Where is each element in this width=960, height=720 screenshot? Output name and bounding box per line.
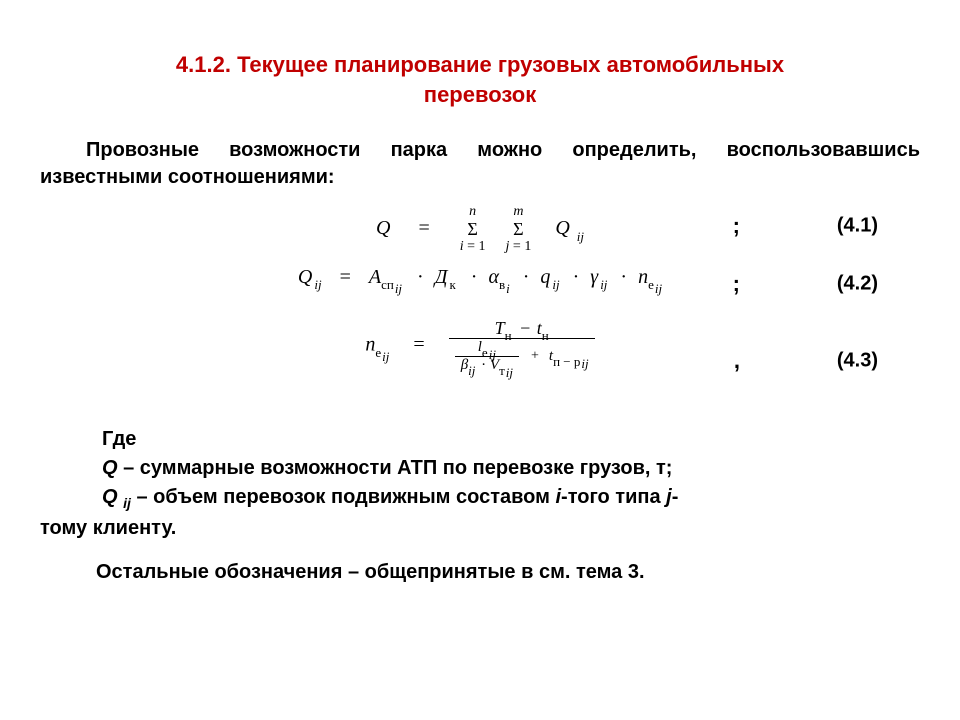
- intro-paragraph: Провозные возможности парка можно опреде…: [40, 137, 920, 191]
- title-line-2: перевозок: [424, 82, 536, 107]
- def-Qij-line2: тому клиенту.: [40, 514, 920, 543]
- eq2-number: (4.2): [837, 273, 878, 296]
- eq1-sum-i: n Σ i = 1: [460, 205, 486, 254]
- closing-note: Остальные обозначения – общепринятые в с…: [40, 561, 920, 584]
- eq1-rhs-sub: ij: [577, 229, 584, 244]
- eq2-semicolon: ;: [733, 271, 740, 297]
- symbol-Q: [102, 457, 118, 479]
- section-title: 4.1.2. Текущее планирование грузовых авт…: [40, 50, 920, 109]
- eq1-semicolon: ;: [733, 213, 740, 239]
- title-line-1: 4.1.2. Текущее планирование грузовых авт…: [176, 52, 784, 77]
- eq3-number: (4.3): [837, 350, 878, 373]
- symbol-Qij: [102, 486, 118, 508]
- eq1-sum-j: m Σ j = 1: [506, 205, 532, 254]
- definitions-block: Где – суммарные возможности АТП по перев…: [40, 425, 920, 542]
- equation-4-1: Q = n Σ i = 1 m Σ j = 1 Q ij ; (4.1): [40, 197, 920, 255]
- eq1-equals: =: [418, 218, 429, 240]
- eq3-main-fraction: Tн − tн leij βij · Vтij: [449, 319, 595, 373]
- slide-page: 4.1.2. Текущее планирование грузовых авт…: [0, 0, 960, 614]
- equation-4-2: Qij = Aспij · Дк · αвi · qij · γij · nei…: [40, 261, 920, 307]
- eq1-lhs: Q: [376, 218, 390, 240]
- eq3-comma: ,: [734, 348, 740, 374]
- def-Qij-line1: ij – объем перевозок подвижным составом …: [40, 483, 920, 513]
- eq1-number: (4.1): [837, 215, 878, 238]
- def-Q: – суммарные возможности АТП по перевозке…: [40, 454, 920, 483]
- where-label: Где: [40, 425, 920, 454]
- equation-4-3: neij = Tн − tн leij βij: [40, 313, 920, 409]
- eq1-rhs: Q: [555, 218, 569, 240]
